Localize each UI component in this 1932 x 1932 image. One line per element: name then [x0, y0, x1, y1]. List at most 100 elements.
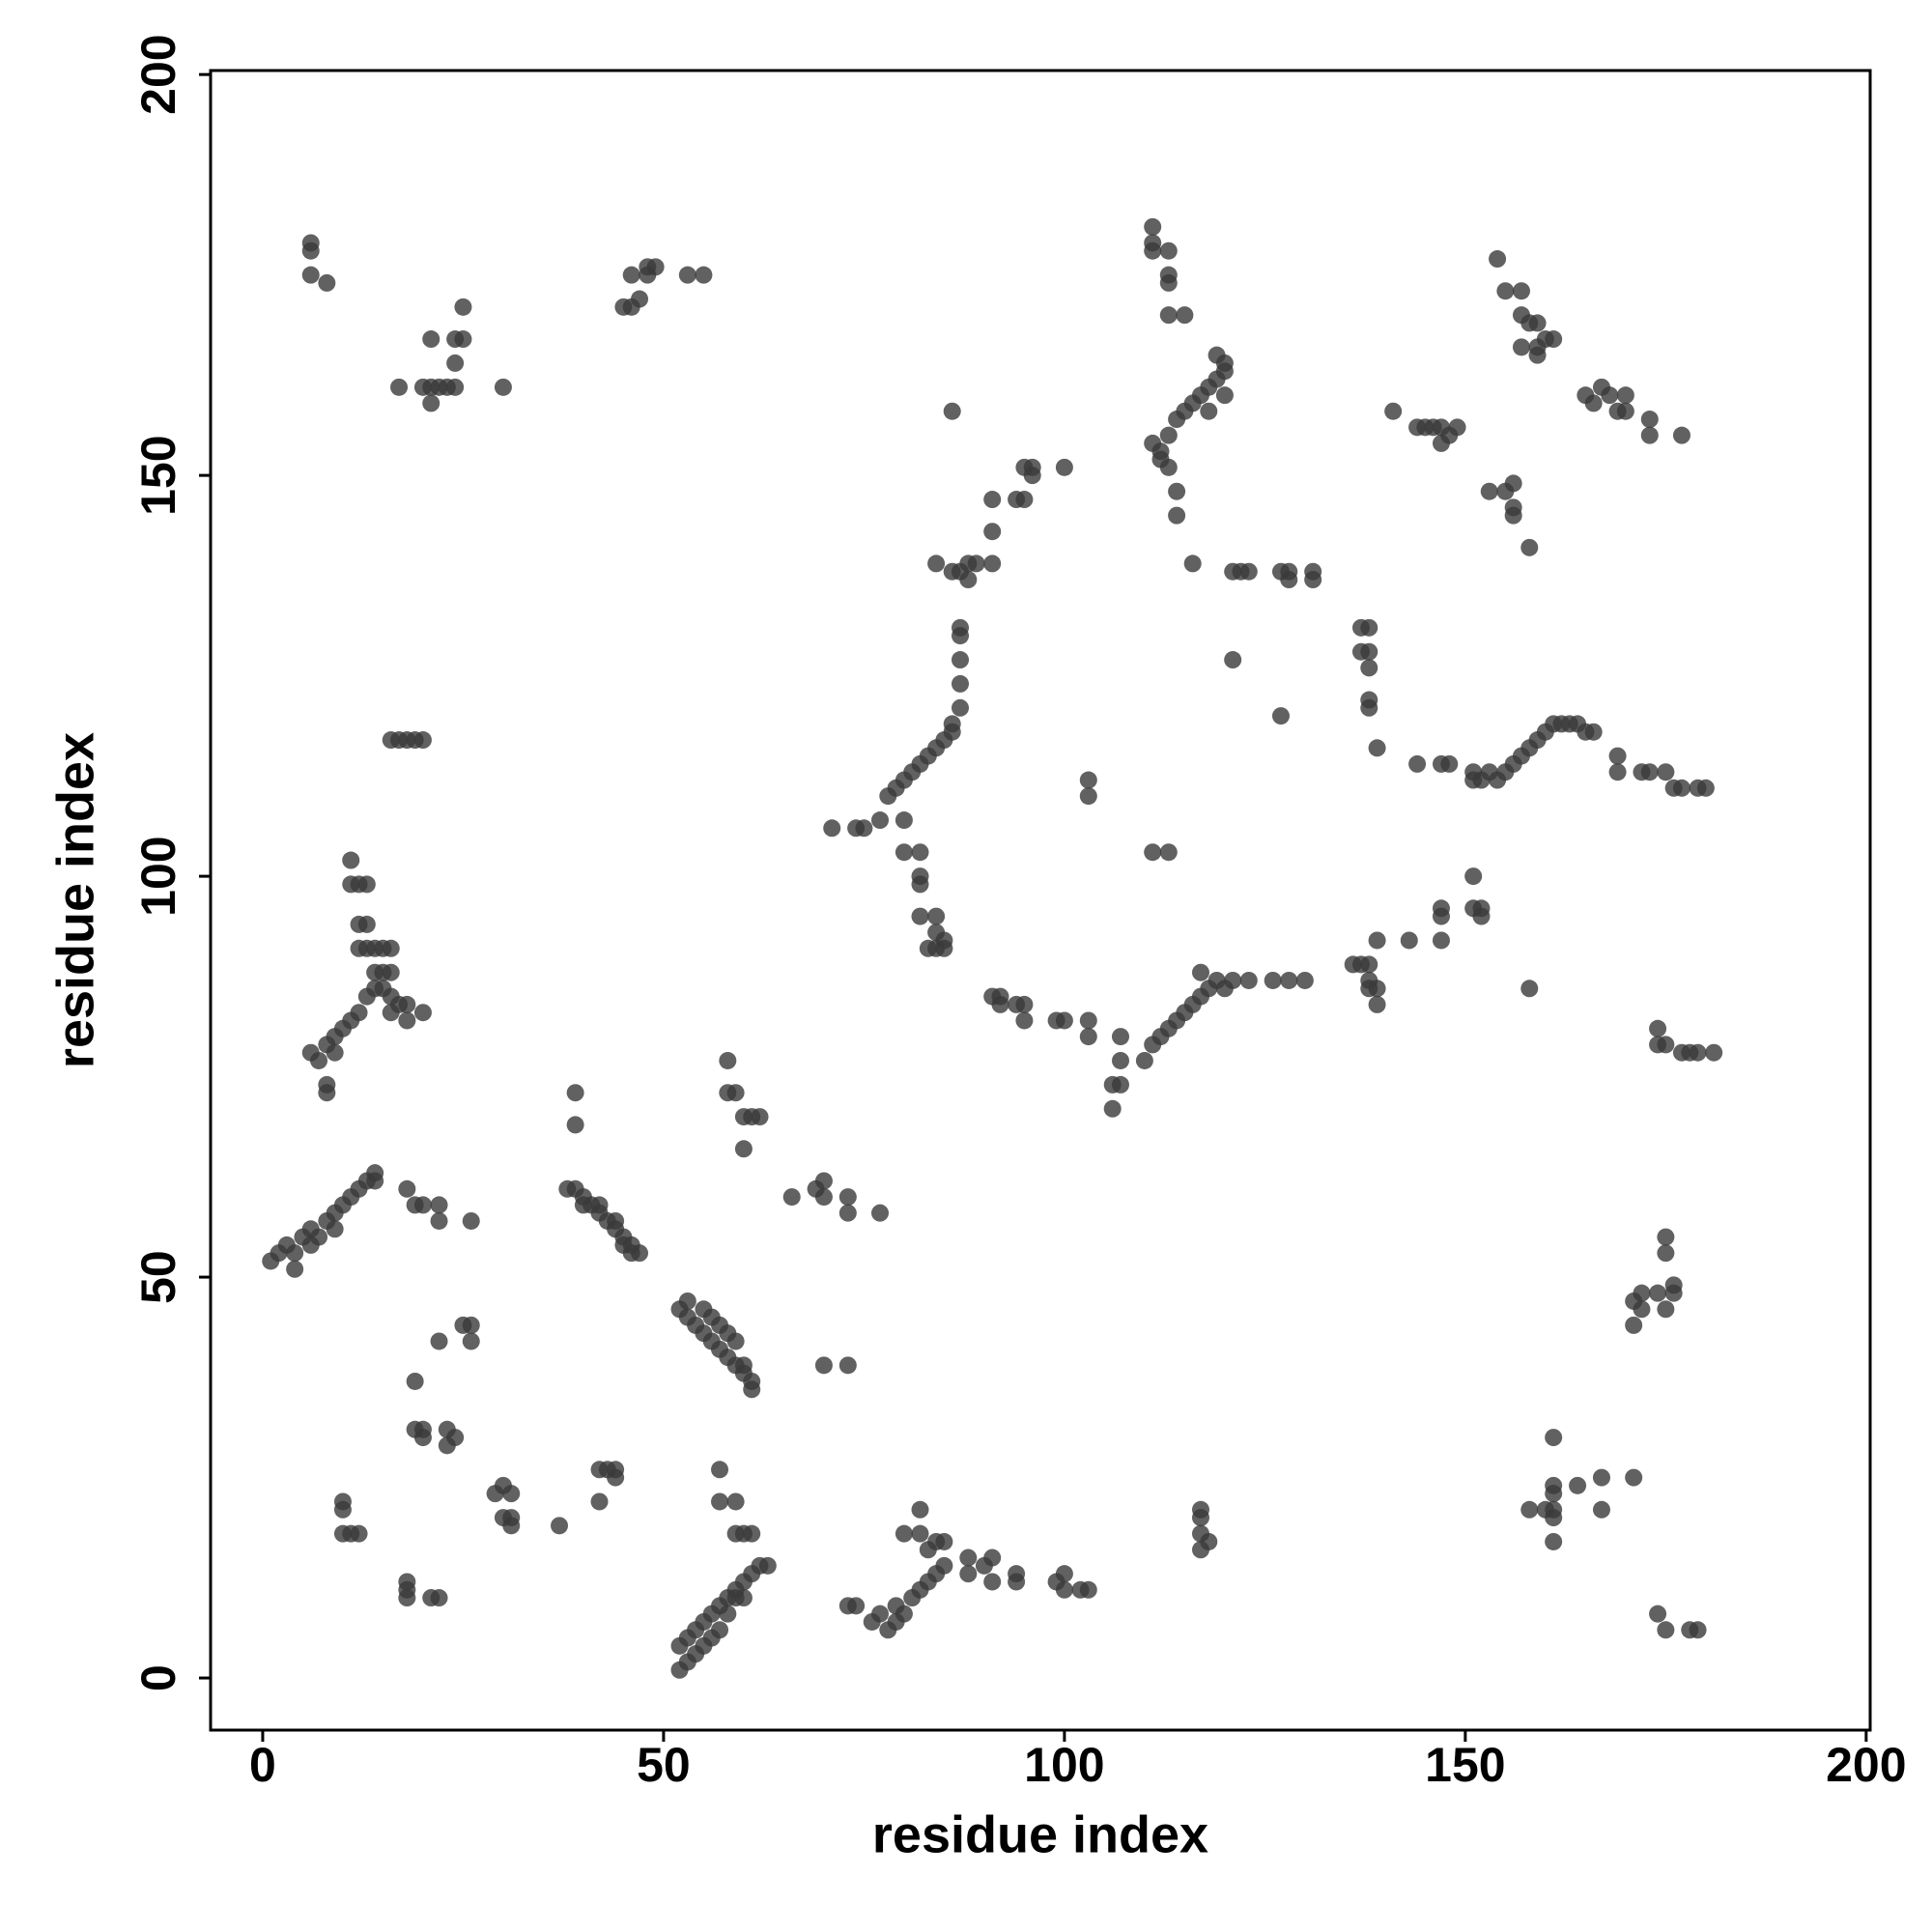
point	[607, 1468, 625, 1487]
point	[1608, 747, 1627, 765]
point	[1440, 754, 1459, 773]
point	[1224, 651, 1242, 669]
point	[1496, 282, 1515, 300]
point	[983, 491, 1002, 509]
point	[454, 298, 472, 316]
point	[1432, 931, 1450, 950]
point	[1135, 1051, 1153, 1069]
y-tick-label: 50	[131, 1250, 185, 1304]
point	[1504, 506, 1522, 525]
point	[551, 1517, 569, 1535]
point	[1489, 250, 1507, 269]
point	[301, 266, 320, 284]
point	[1079, 1028, 1097, 1046]
point	[1472, 907, 1491, 925]
point	[357, 915, 376, 933]
x-axis-label: residue index	[872, 1805, 1208, 1863]
point	[743, 1380, 761, 1399]
point	[333, 1500, 352, 1519]
point	[1055, 1565, 1073, 1583]
point	[1183, 554, 1202, 573]
x-tick-label: 100	[1024, 1738, 1104, 1792]
x-tick-label: 150	[1425, 1738, 1505, 1792]
point	[422, 330, 440, 349]
point	[814, 1356, 833, 1375]
point	[502, 1485, 521, 1503]
point	[413, 731, 432, 750]
point	[398, 1179, 416, 1198]
point	[357, 875, 376, 894]
point	[1159, 426, 1178, 444]
point	[911, 843, 929, 862]
point	[935, 1532, 953, 1550]
point	[430, 1211, 448, 1230]
point	[1079, 787, 1097, 806]
point	[1584, 723, 1603, 741]
point	[1360, 618, 1378, 637]
point	[1657, 1244, 1675, 1263]
point	[1079, 771, 1097, 789]
point	[390, 378, 409, 396]
point	[1545, 330, 1563, 349]
point	[1545, 1532, 1563, 1550]
point	[1520, 538, 1539, 556]
point	[382, 963, 400, 981]
point	[711, 1492, 729, 1511]
point	[1280, 971, 1298, 989]
point	[1657, 1300, 1675, 1319]
point	[398, 1011, 416, 1030]
point	[1079, 1011, 1097, 1030]
point	[1168, 482, 1186, 500]
point	[502, 1517, 521, 1535]
point	[301, 242, 320, 260]
point	[871, 1204, 890, 1222]
point	[1055, 1580, 1073, 1599]
point	[1224, 971, 1242, 989]
point	[895, 811, 913, 830]
point	[1111, 1028, 1129, 1046]
point	[430, 1332, 448, 1350]
point	[1689, 1621, 1707, 1639]
point	[462, 1211, 480, 1230]
point	[1264, 971, 1282, 989]
point	[726, 1492, 745, 1511]
point	[1664, 1284, 1683, 1302]
y-tick-label: 100	[131, 836, 185, 916]
point	[1640, 763, 1659, 781]
point	[1111, 1051, 1129, 1069]
point	[1608, 763, 1627, 781]
point	[310, 1051, 328, 1069]
point	[1295, 971, 1314, 989]
point	[952, 674, 970, 693]
point	[590, 1196, 609, 1214]
point	[1528, 346, 1547, 364]
point	[1159, 843, 1178, 862]
point	[782, 1188, 801, 1207]
point	[726, 1084, 745, 1102]
point	[758, 1556, 777, 1575]
point	[1168, 506, 1186, 525]
point	[1111, 1075, 1129, 1094]
point	[927, 554, 946, 573]
point	[574, 1196, 592, 1214]
point	[631, 290, 649, 308]
point	[952, 618, 970, 637]
point	[1625, 1316, 1643, 1334]
x-tick-label: 200	[1826, 1738, 1906, 1792]
point	[959, 1565, 978, 1583]
point	[1649, 1019, 1667, 1037]
point	[318, 1084, 336, 1102]
point	[935, 1556, 953, 1575]
point	[1536, 1500, 1554, 1519]
point	[1601, 386, 1619, 405]
point	[1649, 1605, 1667, 1623]
point	[1239, 562, 1258, 581]
point	[1239, 971, 1258, 989]
y-tick-label: 0	[131, 1664, 185, 1691]
point	[446, 1429, 465, 1447]
point	[430, 1196, 448, 1214]
point	[326, 1043, 344, 1062]
point	[318, 273, 336, 292]
point	[814, 1172, 833, 1190]
point	[1400, 931, 1418, 950]
